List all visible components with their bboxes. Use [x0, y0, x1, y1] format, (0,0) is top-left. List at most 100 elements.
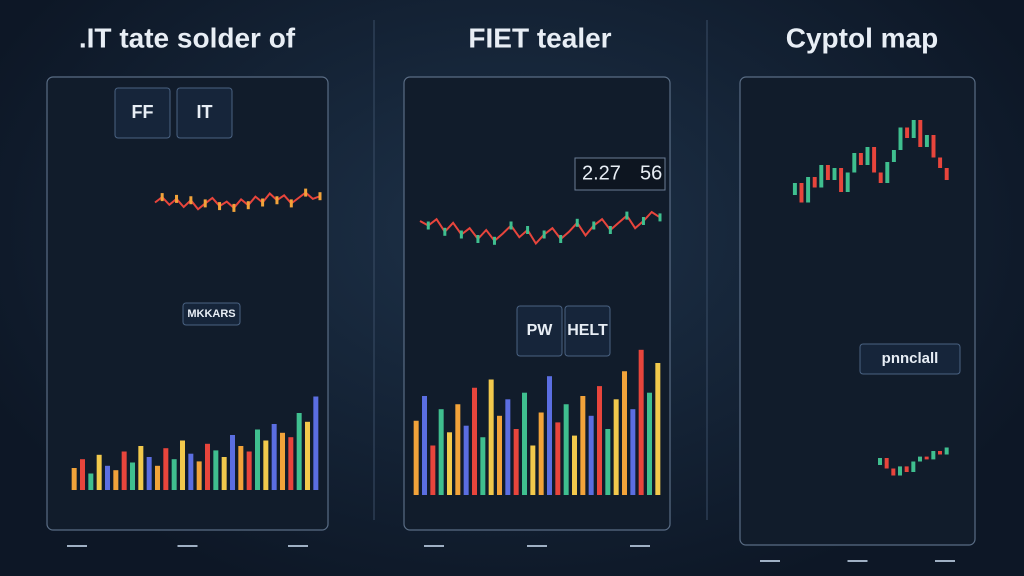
line-tick [275, 196, 279, 205]
tile-label: HELT [567, 322, 608, 339]
tile [516, 305, 563, 357]
candle [792, 183, 797, 195]
bar [505, 399, 511, 495]
price: 2.27 [582, 162, 621, 184]
tile-label: IT [197, 102, 213, 122]
bar [171, 459, 177, 490]
bar [555, 422, 561, 495]
change: 56 [640, 162, 662, 184]
candle [898, 127, 903, 150]
candle [884, 458, 889, 469]
candle [905, 127, 910, 138]
bar [96, 454, 102, 490]
bar [71, 468, 77, 490]
line-tick [304, 188, 308, 197]
line-tick [608, 226, 612, 234]
bar [463, 425, 469, 495]
bar [438, 409, 444, 495]
bar [480, 437, 486, 495]
bar [597, 386, 602, 495]
panel-title: .IT tate solder of [79, 22, 296, 53]
tile [182, 302, 241, 326]
candle [825, 165, 830, 180]
bar [146, 457, 152, 490]
candle [898, 466, 902, 476]
bar [522, 392, 527, 495]
bar [80, 459, 85, 490]
tile-label: FF [132, 102, 154, 122]
bar [155, 465, 160, 490]
line-tick [592, 221, 596, 230]
bar [622, 371, 627, 495]
bar [455, 404, 461, 495]
bar [647, 392, 652, 495]
line-tick [246, 201, 250, 210]
bar [230, 435, 235, 490]
candle [872, 147, 877, 173]
bar [588, 415, 594, 495]
bar [296, 413, 302, 490]
line-tick [509, 221, 513, 230]
bar [430, 445, 436, 495]
line-tick [261, 198, 265, 207]
candle [931, 451, 936, 460]
line-tick [459, 230, 463, 239]
candle [865, 147, 870, 165]
bar [655, 363, 661, 495]
line-tick [160, 193, 164, 202]
line-tick [559, 235, 563, 243]
candle [832, 168, 837, 180]
candle [918, 456, 922, 462]
candle [924, 135, 929, 147]
bar [213, 450, 219, 490]
bar [130, 462, 135, 490]
panel-title: FIET tealer [468, 22, 611, 53]
bar [313, 396, 319, 490]
tile [564, 305, 611, 357]
bar [280, 432, 285, 490]
bar [630, 409, 636, 495]
bar [88, 473, 94, 490]
candle [891, 150, 896, 162]
candle [806, 177, 811, 203]
phone-panel [403, 76, 671, 531]
bar [472, 387, 477, 495]
bar [422, 396, 427, 495]
bar [547, 376, 552, 495]
bar [255, 429, 260, 490]
bar [613, 399, 619, 495]
line-tick [526, 226, 530, 234]
bar [538, 412, 544, 495]
bar [163, 448, 169, 490]
line-tick [318, 192, 322, 201]
bar [288, 437, 294, 490]
line-tick [189, 196, 193, 205]
candle [839, 168, 844, 192]
candle [944, 447, 949, 455]
line-tick [218, 202, 222, 211]
bar [113, 470, 119, 490]
candle [845, 172, 850, 192]
line-tick [575, 218, 579, 227]
candle [944, 168, 949, 180]
candle [924, 456, 929, 460]
line-tick [641, 217, 645, 225]
candle [891, 468, 896, 476]
bar [563, 404, 569, 495]
bar [305, 421, 310, 490]
bar [605, 429, 611, 495]
candle [878, 172, 883, 183]
bar [138, 446, 144, 490]
bar [497, 415, 502, 495]
bar [413, 420, 419, 495]
bar [488, 379, 494, 495]
bar [271, 424, 277, 490]
phone-panel [739, 76, 976, 546]
candle [858, 153, 863, 165]
candle [918, 120, 923, 147]
bar [263, 440, 269, 490]
tile-label: MKKARS [187, 308, 235, 320]
candle [885, 162, 890, 183]
tile-label: PW [527, 322, 554, 339]
